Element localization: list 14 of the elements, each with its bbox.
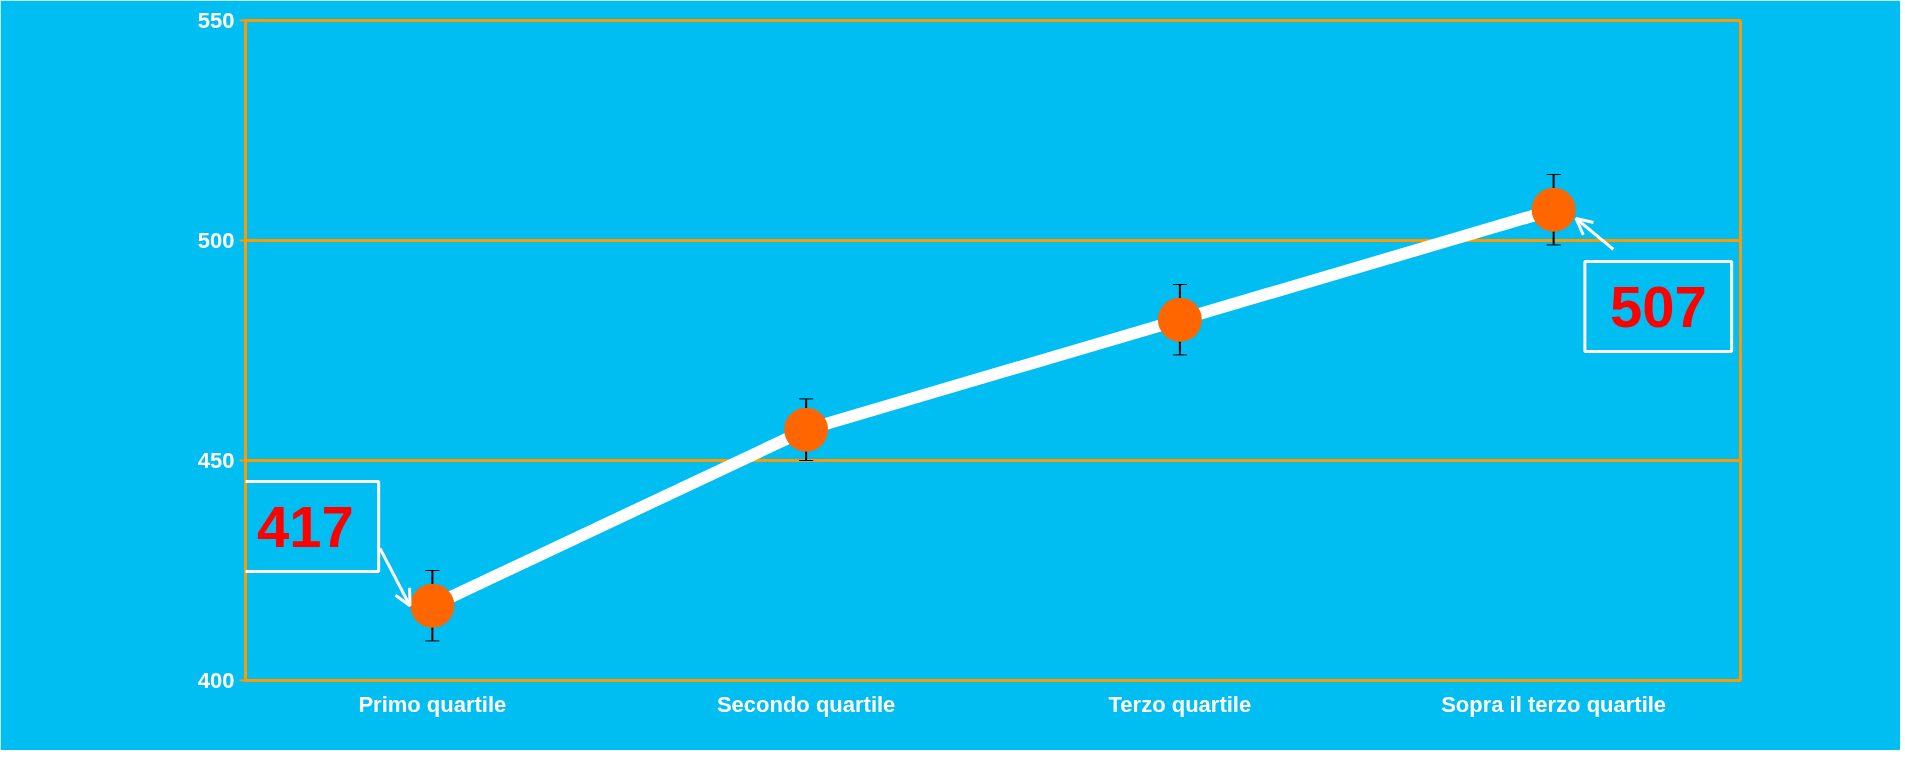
annotation: 417 [256, 493, 354, 559]
annotation: 507 [1609, 273, 1707, 339]
point [784, 407, 829, 452]
point [1531, 187, 1576, 232]
x-tick-label: Primo quartile [358, 691, 507, 717]
point [410, 583, 455, 628]
y-tick-label: 450 [197, 448, 235, 473]
y-tick-label: 400 [197, 668, 235, 693]
x-tick-label: Secondo quartile [716, 691, 896, 717]
y-tick-label: 500 [197, 228, 235, 253]
x-tick-label: Terzo quartile [1108, 691, 1252, 717]
point [1157, 297, 1202, 342]
x-tick-label: Sopra il terzo quartile [1441, 691, 1667, 717]
y-tick-label: 550 [197, 8, 235, 33]
